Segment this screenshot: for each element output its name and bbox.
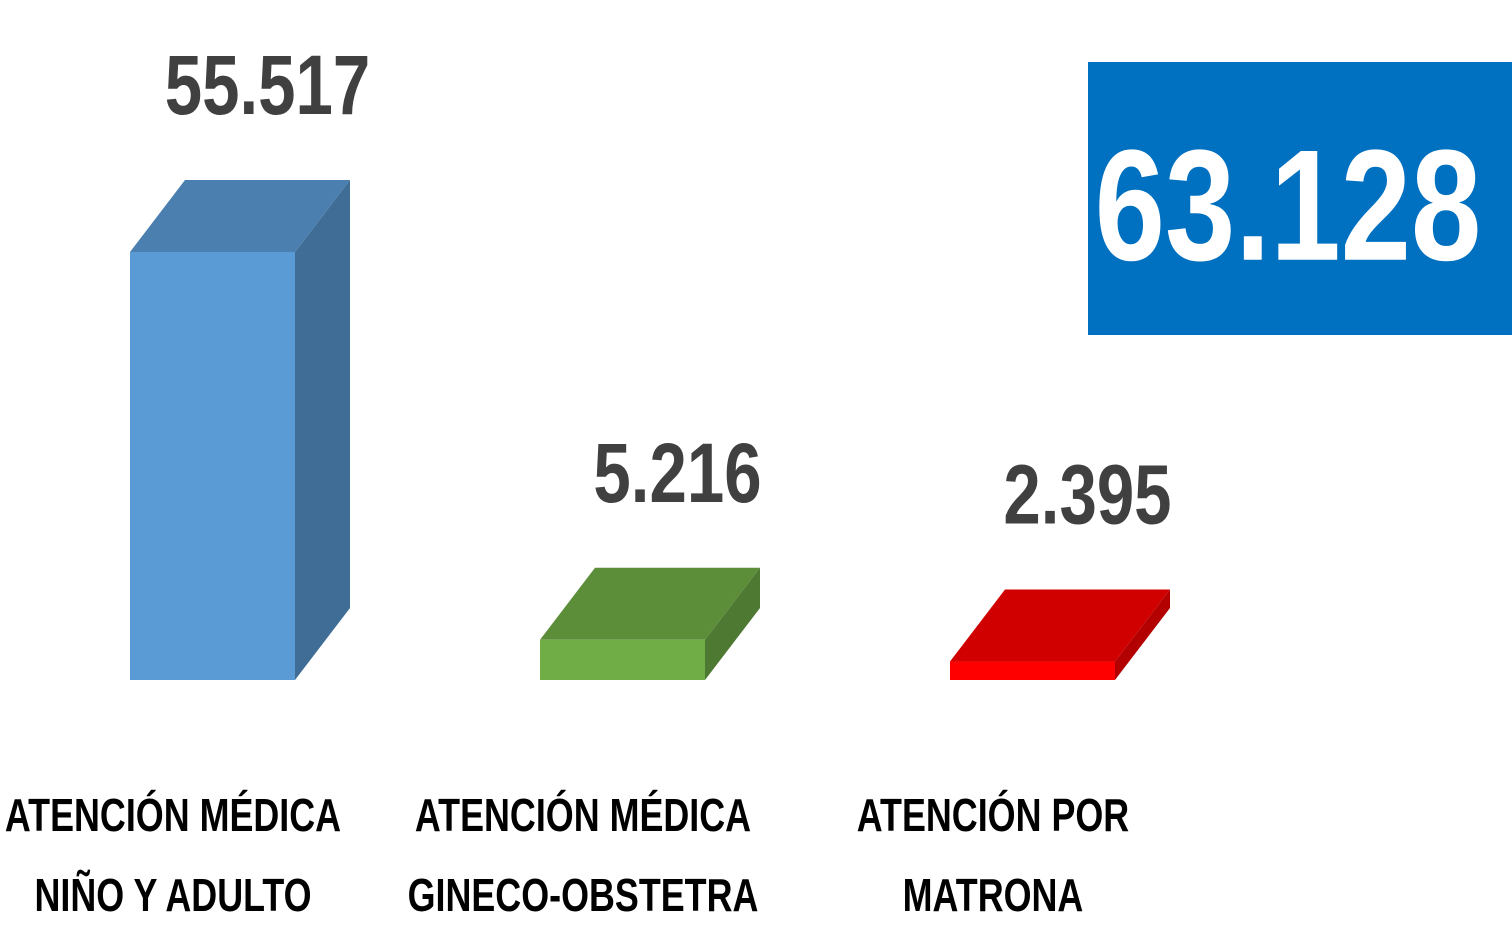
value-label: 5.216 — [593, 427, 761, 521]
bar-side — [1115, 589, 1170, 680]
bar-top — [130, 180, 350, 252]
x-tick-label: ATENCIÓN POR MATRONA — [856, 789, 1129, 921]
bar-top — [540, 567, 760, 640]
total-box — [1088, 62, 1512, 335]
x-tick-label: ATENCIÓN MÉDICA NIÑO Y ADULTO — [4, 789, 341, 921]
value-label: 2.395 — [1003, 449, 1171, 543]
total-label: 63.128 — [1095, 117, 1482, 294]
bar-side — [705, 567, 760, 680]
bar — [130, 252, 295, 680]
bar-side — [295, 180, 350, 680]
bar — [950, 661, 1115, 680]
bar-top — [950, 589, 1170, 662]
value-label: 55.517 — [165, 39, 370, 133]
x-tick-label: ATENCIÓN MÉDICA GINECO-OBSTETRA — [407, 789, 758, 921]
bar — [540, 639, 705, 680]
